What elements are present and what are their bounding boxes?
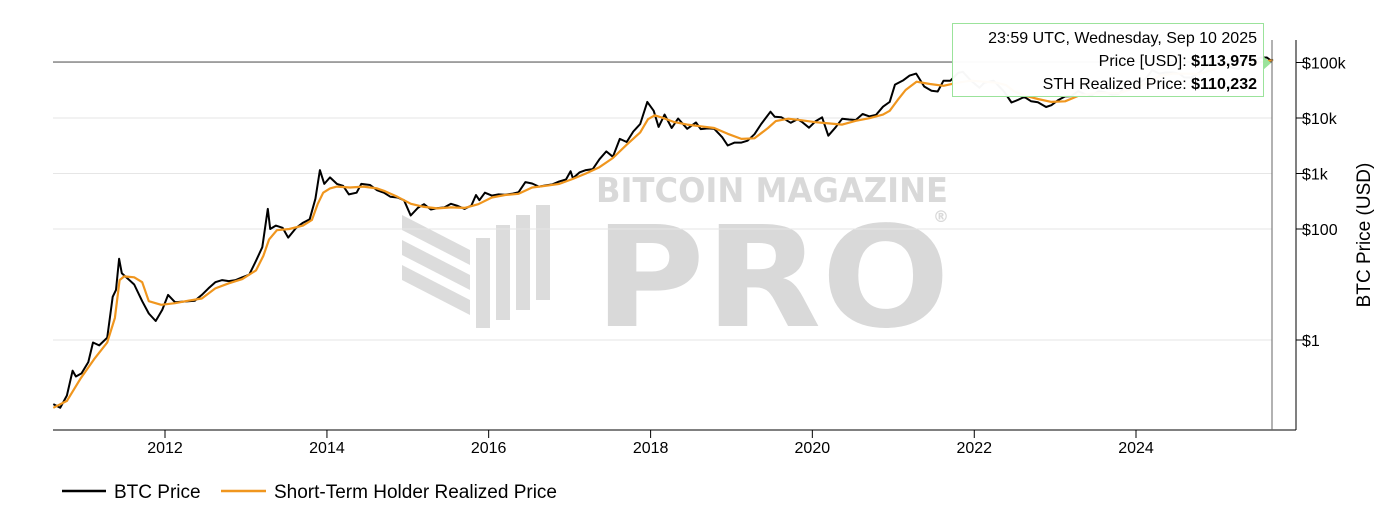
tooltip-header: 23:59 UTC, Wednesday, Sep 10 2025: [988, 30, 1257, 47]
x-tick-label-4: 2020: [795, 440, 831, 457]
legend-label-btc-price: BTC Price: [114, 482, 201, 503]
legend: BTC Price Short-Term Holder Realized Pri…: [62, 482, 557, 503]
watermark-registered-mark: ®: [933, 207, 949, 226]
y-axis-label: BTC Price (USD): [1354, 163, 1375, 308]
y-ticks: $1 $100 $1k $10k $100k: [1296, 56, 1347, 350]
tooltip-sth-label: STH Realized Price:: [1042, 76, 1192, 93]
tooltip-price-row: Price [USD]: $113,975: [953, 50, 1257, 73]
x-tick-label-1: 2014: [309, 440, 345, 457]
x-tick-label-0: 2012: [147, 440, 183, 457]
x-tick-label-6: 2024: [1118, 440, 1154, 457]
watermark-line2: PRO: [594, 197, 950, 360]
watermark-line1: BITCOIN MAGAZINE: [596, 171, 948, 211]
tooltip-pointer: [1263, 56, 1271, 70]
x-ticks: 2012 2014 2016 2018 2020 2022 2024: [147, 430, 1154, 457]
y-tick-label-2: $1k: [1302, 167, 1329, 184]
y-tick-label-0: $1: [1302, 333, 1320, 350]
watermark: BITCOIN MAGAZINE PRO ®: [402, 171, 950, 360]
x-tick-label-5: 2022: [956, 440, 992, 457]
tooltip-price-value: $113,975: [1191, 53, 1257, 70]
legend-label-sth-realized-price: Short-Term Holder Realized Price: [274, 482, 557, 503]
x-tick-label-2: 2016: [471, 440, 507, 457]
watermark-logo-icon: [402, 205, 550, 328]
x-tick-label-3: 2018: [633, 440, 669, 457]
tooltip-price-label: Price [USD]:: [1098, 53, 1192, 70]
y-tick-label-3: $10k: [1302, 111, 1338, 128]
series-line-short-term-holder-realized-price: [52, 59, 1274, 409]
tooltip-sth-row: STH Realized Price: $110,232: [953, 73, 1257, 96]
tooltip-sth-value: $110,232: [1191, 76, 1257, 93]
y-tick-label-1: $100: [1302, 222, 1338, 239]
y-tick-label-4: $100k: [1302, 56, 1347, 73]
legend-item-sth-realized-price[interactable]: Short-Term Holder Realized Price: [221, 482, 557, 503]
tooltip: 23:59 UTC, Wednesday, Sep 10 2025 Price …: [952, 23, 1264, 97]
legend-item-btc-price[interactable]: BTC Price: [62, 482, 201, 503]
